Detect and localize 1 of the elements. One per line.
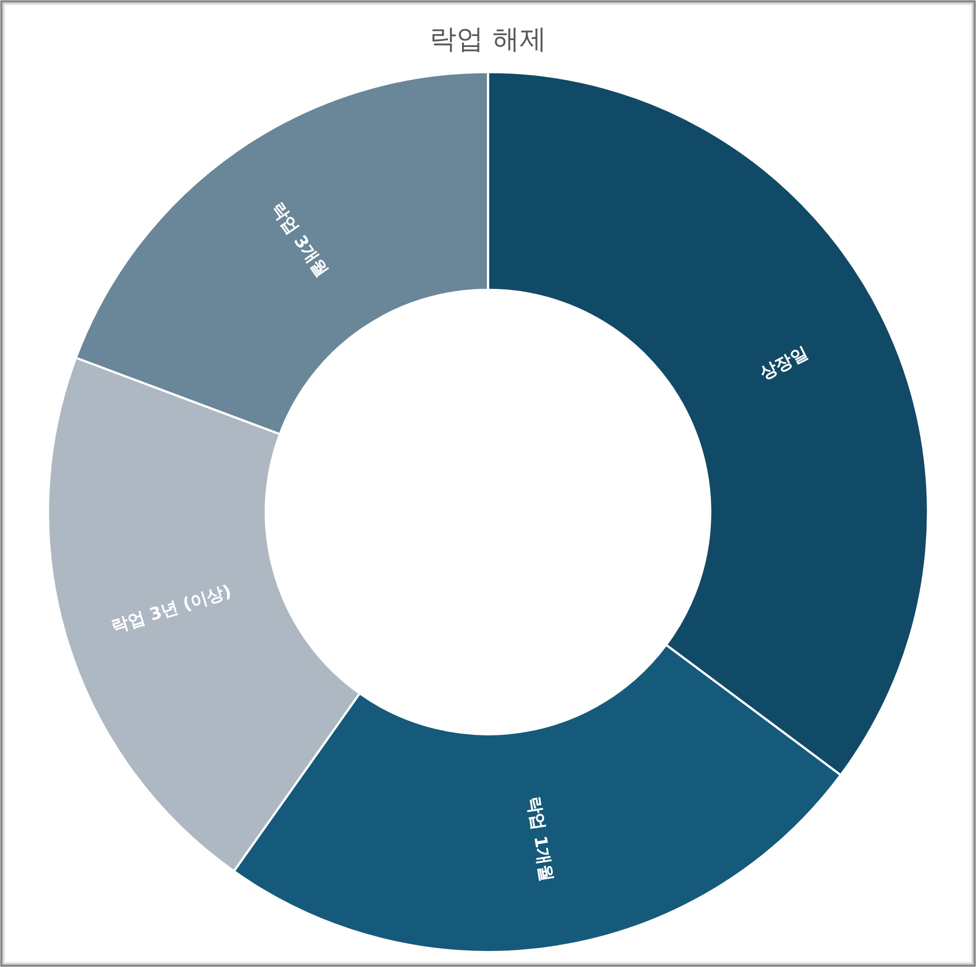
title: 락업 해제 (430, 24, 546, 55)
